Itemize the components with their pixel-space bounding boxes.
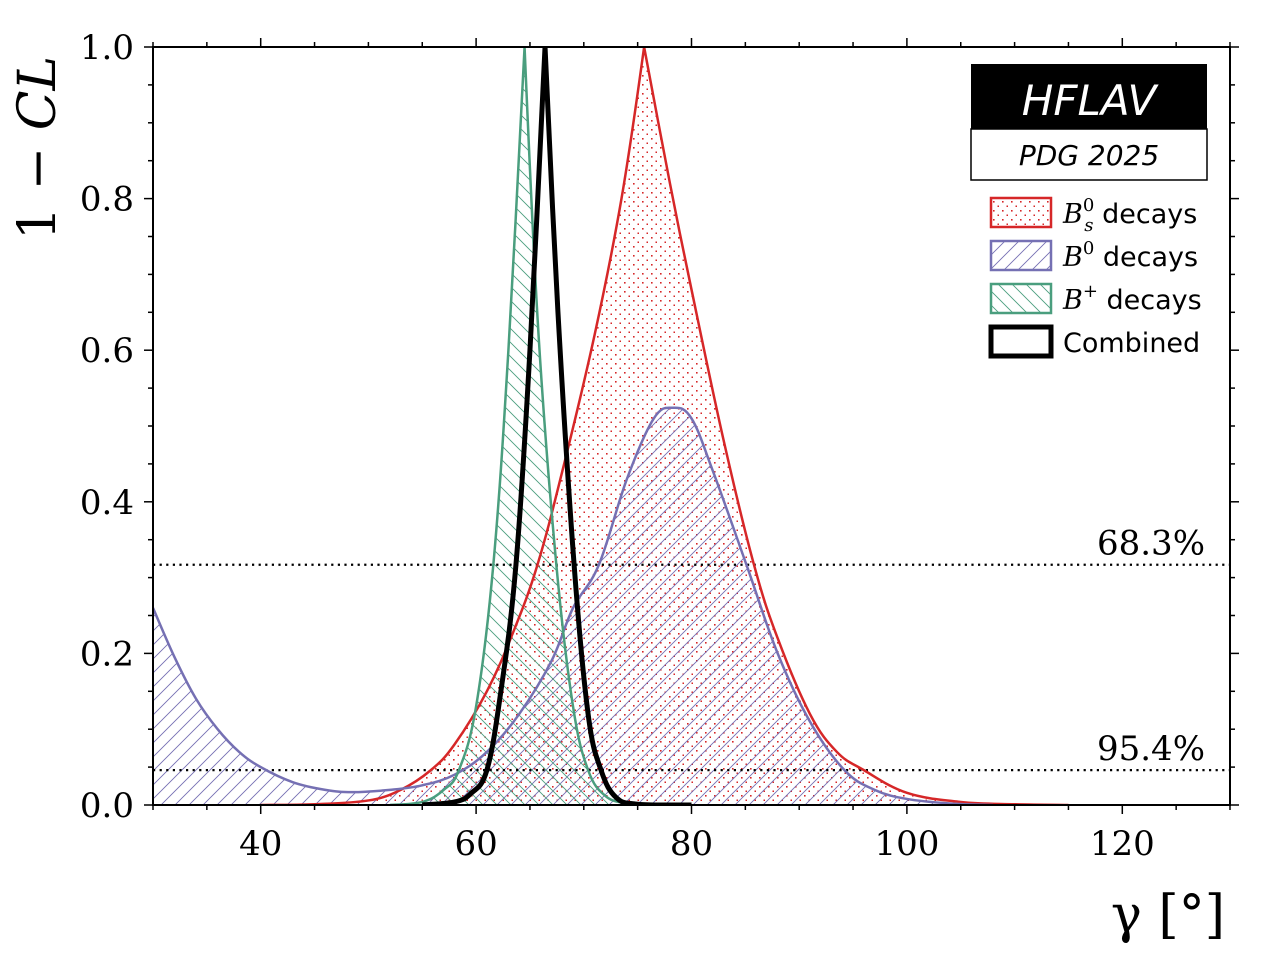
legend-symbol: B [1062,285,1083,316]
line-b0-decays [153,406,994,805]
threshold-label-0: 68.3% [1097,524,1205,564]
x-tick-label: 100 [874,824,939,864]
x-tick-label: 120 [1090,824,1155,864]
hflav-badge: HFLAV PDG 2025 [970,64,1208,181]
legend-entry: Combined [1063,328,1200,359]
x-tick-label: 80 [670,824,713,864]
badge-title: HFLAV [1022,76,1160,125]
y-tick-label: 0.0 [80,786,134,826]
legend-text: decays [1094,242,1198,273]
series-fills [153,47,1069,805]
x-tick-label: 60 [454,824,497,864]
fill-b0-decays [153,407,994,805]
badge-subtitle-box [970,128,1208,181]
x-axis-label: γ [°] [1111,885,1225,945]
y-tick-label: 1.0 [80,28,134,68]
axis-ticks [144,38,1239,814]
fill-b-decays [389,47,649,805]
legend-symbol: B [1062,199,1083,230]
x-tick-label: 40 [239,824,282,864]
legend-entry: B0 s decays [1062,195,1197,236]
y-axis-label-cl: CL [8,56,68,130]
y-axis-label-prefix: 1 − [8,130,68,240]
series-lines [153,47,1069,805]
y-tick-label: 0.6 [80,331,134,371]
line-b-decays [389,47,649,805]
legend-text: decays [1098,285,1202,316]
legend-entry: B+ decays [1062,281,1202,316]
legend-swatch [989,239,1053,272]
legend-text: decays [1094,199,1198,230]
threshold-lines: 68.3% 95.4% [153,524,1230,772]
legend-superscript: + [1083,281,1098,302]
y-tick-label: 0.4 [80,483,134,523]
threshold-label-1: 95.4% [1097,729,1205,769]
y-axis-label: 1 − CL [8,56,68,240]
line-combined [422,47,692,805]
y-tick-label: 0.8 [80,180,134,220]
legend-entry: B0 decays [1062,238,1198,273]
y-tick-label: 0.2 [80,634,134,674]
legend-superscript: 0 [1083,238,1094,259]
badge-subtitle: PDG 2025 [1019,139,1159,172]
legend-swatch [989,196,1053,229]
legend-symbol: B [1062,242,1083,273]
badge-title-box [971,64,1207,129]
legend-subscript: s [1084,215,1093,236]
legend-swatch [988,324,1054,359]
legend-swatch [989,282,1053,315]
axis-tick-labels: 40 60 80 100 120 0.0 0.2 0.4 0.6 0.8 1.0 [80,28,1155,864]
legend-superscript: 0 [1083,195,1094,216]
